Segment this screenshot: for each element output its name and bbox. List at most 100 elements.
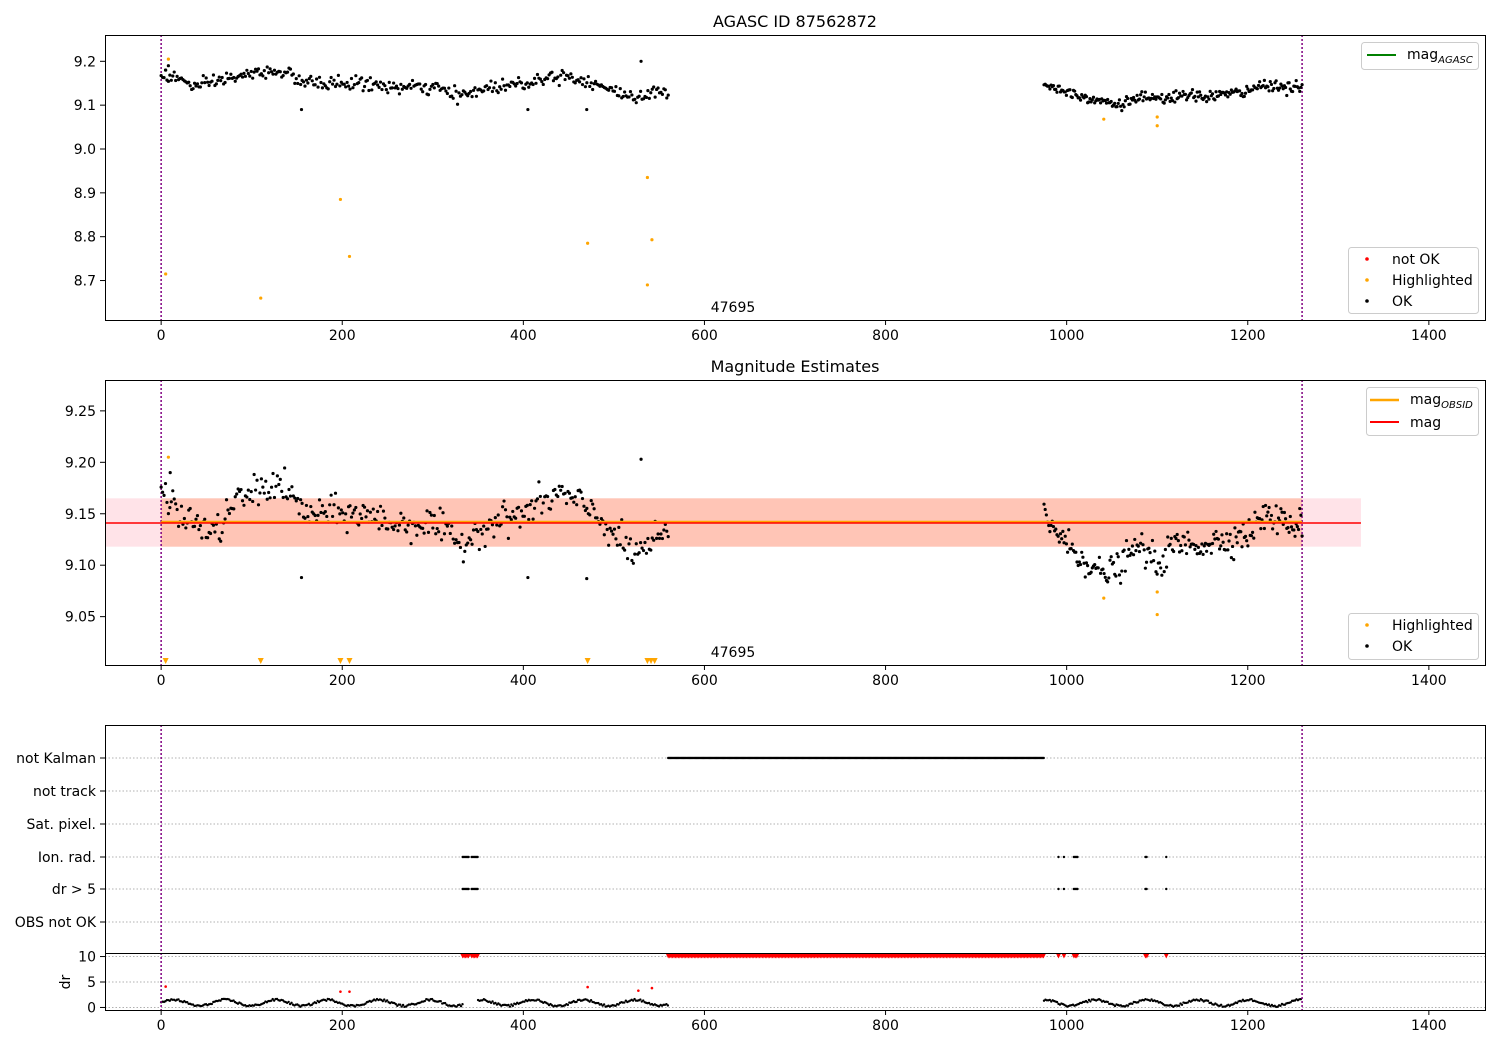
ok-point [585, 107, 589, 112]
ok-point [1116, 101, 1120, 106]
axes-frame-agasc [105, 35, 1486, 321]
x-tick-label: 1000 [1049, 328, 1085, 344]
ok-point [392, 527, 396, 532]
dr-point [458, 1003, 461, 1006]
ok-point [296, 496, 300, 501]
ok-point [293, 81, 297, 85]
ok-point [1162, 101, 1166, 105]
legend-points-agasc: not OK Highlighted OK [1348, 247, 1479, 314]
ok-point [220, 75, 224, 80]
dr-clipped-marker [1056, 953, 1062, 959]
ok-point [232, 507, 236, 511]
ok-point [1167, 92, 1171, 97]
ok-point [1084, 561, 1089, 565]
dr-not-ok-point [164, 985, 167, 988]
ok-point [226, 508, 230, 512]
ok-point [623, 548, 627, 552]
ok-point [644, 551, 649, 555]
ok-point [293, 496, 297, 500]
ok-point [1109, 99, 1113, 104]
ok-point [1238, 89, 1242, 93]
ok-point [426, 530, 431, 535]
ok-point [487, 86, 492, 90]
ok-point [304, 503, 309, 508]
ok-point [392, 81, 396, 85]
ok-point [437, 84, 441, 88]
ok-point [409, 542, 413, 546]
ok-point [240, 75, 245, 79]
ok-point [649, 91, 653, 95]
ok-point [605, 527, 609, 532]
ok-point [1148, 551, 1152, 555]
ok-point [451, 537, 455, 541]
ok-point [200, 536, 204, 540]
flag-point [1062, 855, 1066, 859]
ok-point [466, 541, 470, 545]
ok-point [1088, 97, 1092, 101]
ok-point [502, 84, 506, 88]
ok-point [1136, 544, 1140, 548]
ok-point [255, 478, 259, 482]
ok-point [573, 81, 577, 85]
ok-point [1298, 89, 1302, 93]
x-tick-label: 600 [691, 673, 718, 689]
ok-point [384, 88, 388, 92]
ok-point [1048, 530, 1052, 534]
ok-point [633, 97, 637, 101]
y-tick-label: 9.15 [65, 507, 96, 523]
ok-point [1235, 541, 1239, 545]
ok-point [660, 92, 665, 96]
ok-point [1262, 526, 1266, 531]
ok-point [330, 82, 335, 86]
flag-point [467, 887, 470, 891]
ok-point [1067, 528, 1071, 532]
ok-point [665, 529, 669, 533]
ok-point [174, 502, 178, 506]
ok-point [573, 495, 577, 499]
ok-point [570, 496, 574, 500]
dr-point [177, 998, 180, 1001]
ok-point [1090, 98, 1094, 102]
ok-point [357, 523, 361, 527]
ok-point [271, 471, 275, 476]
ok-point [175, 74, 179, 79]
dr-point [385, 999, 389, 1002]
ok-point [336, 506, 340, 510]
dr-point [439, 1000, 442, 1003]
ok-point [1208, 89, 1212, 93]
ok-point [175, 507, 179, 512]
ok-point [169, 78, 173, 82]
dr-point [290, 1001, 293, 1005]
ok-point [328, 503, 332, 507]
ok-point [442, 532, 447, 536]
ok-point [357, 81, 361, 85]
dr-point [423, 999, 427, 1003]
ok-point [1043, 507, 1047, 512]
ok-point [1142, 548, 1146, 552]
highlighted-point [164, 272, 168, 276]
ok-point [313, 83, 317, 87]
ok-point [589, 499, 593, 503]
ok-point [1271, 527, 1275, 531]
ok-point [538, 494, 542, 499]
ok-point [1162, 569, 1166, 574]
ok-point [348, 87, 352, 91]
flag-point [1165, 855, 1168, 859]
ok-point [210, 79, 214, 83]
ok-point [288, 494, 293, 498]
ok-point [585, 81, 589, 85]
dr-point [430, 997, 434, 1001]
ok-point [1280, 510, 1284, 514]
ok-point [575, 503, 579, 507]
ok-point [1126, 96, 1130, 101]
ok-point [631, 561, 635, 565]
highlighted-off-scale-marker [337, 658, 344, 664]
ok-point [634, 542, 638, 546]
ok-point [1226, 95, 1230, 99]
dr-point [508, 1005, 512, 1008]
ok-point [582, 504, 586, 508]
ok-point [1160, 92, 1164, 97]
dr-point [1206, 999, 1210, 1003]
ok-point [1169, 536, 1173, 540]
ok-point [503, 88, 508, 92]
